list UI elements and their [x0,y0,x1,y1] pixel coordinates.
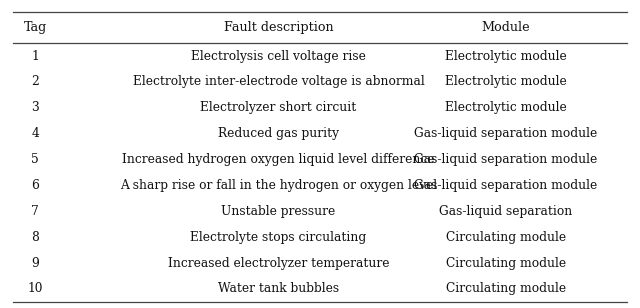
Text: 7: 7 [31,205,39,218]
Text: 3: 3 [31,101,39,114]
Text: Electrolyte stops circulating: Electrolyte stops circulating [190,231,367,244]
Text: Increased hydrogen oxygen liquid level difference: Increased hydrogen oxygen liquid level d… [122,153,435,166]
Text: Reduced gas purity: Reduced gas purity [218,127,339,140]
Text: 10: 10 [28,282,43,295]
Text: Electrolysis cell voltage rise: Electrolysis cell voltage rise [191,50,366,63]
Text: 8: 8 [31,231,39,244]
Text: Gas-liquid separation module: Gas-liquid separation module [414,127,597,140]
Text: 6: 6 [31,179,39,192]
Text: 9: 9 [31,257,39,270]
Text: 1: 1 [31,50,39,63]
Text: Fault description: Fault description [223,21,333,34]
Text: Module: Module [481,21,530,34]
Text: Circulating module: Circulating module [445,282,566,295]
Text: Tag: Tag [24,21,47,34]
Text: Circulating module: Circulating module [445,257,566,270]
Text: 5: 5 [31,153,39,166]
Text: 2: 2 [31,75,39,88]
Text: Water tank bubbles: Water tank bubbles [218,282,339,295]
Text: 4: 4 [31,127,39,140]
Text: Circulating module: Circulating module [445,231,566,244]
Text: Gas-liquid separation module: Gas-liquid separation module [414,179,597,192]
Text: A sharp rise or fall in the hydrogen or oxygen level: A sharp rise or fall in the hydrogen or … [120,179,437,192]
Text: Gas-liquid separation module: Gas-liquid separation module [414,153,597,166]
Text: Increased electrolyzer temperature: Increased electrolyzer temperature [168,257,389,270]
Text: Electrolytic module: Electrolytic module [445,50,566,63]
Text: Electrolytic module: Electrolytic module [445,101,566,114]
Text: Electrolyzer short circuit: Electrolyzer short circuit [200,101,356,114]
Text: Unstable pressure: Unstable pressure [221,205,335,218]
Text: Gas-liquid separation: Gas-liquid separation [439,205,572,218]
Text: Electrolytic module: Electrolytic module [445,75,566,88]
Text: Electrolyte inter-electrode voltage is abnormal: Electrolyte inter-electrode voltage is a… [132,75,424,88]
